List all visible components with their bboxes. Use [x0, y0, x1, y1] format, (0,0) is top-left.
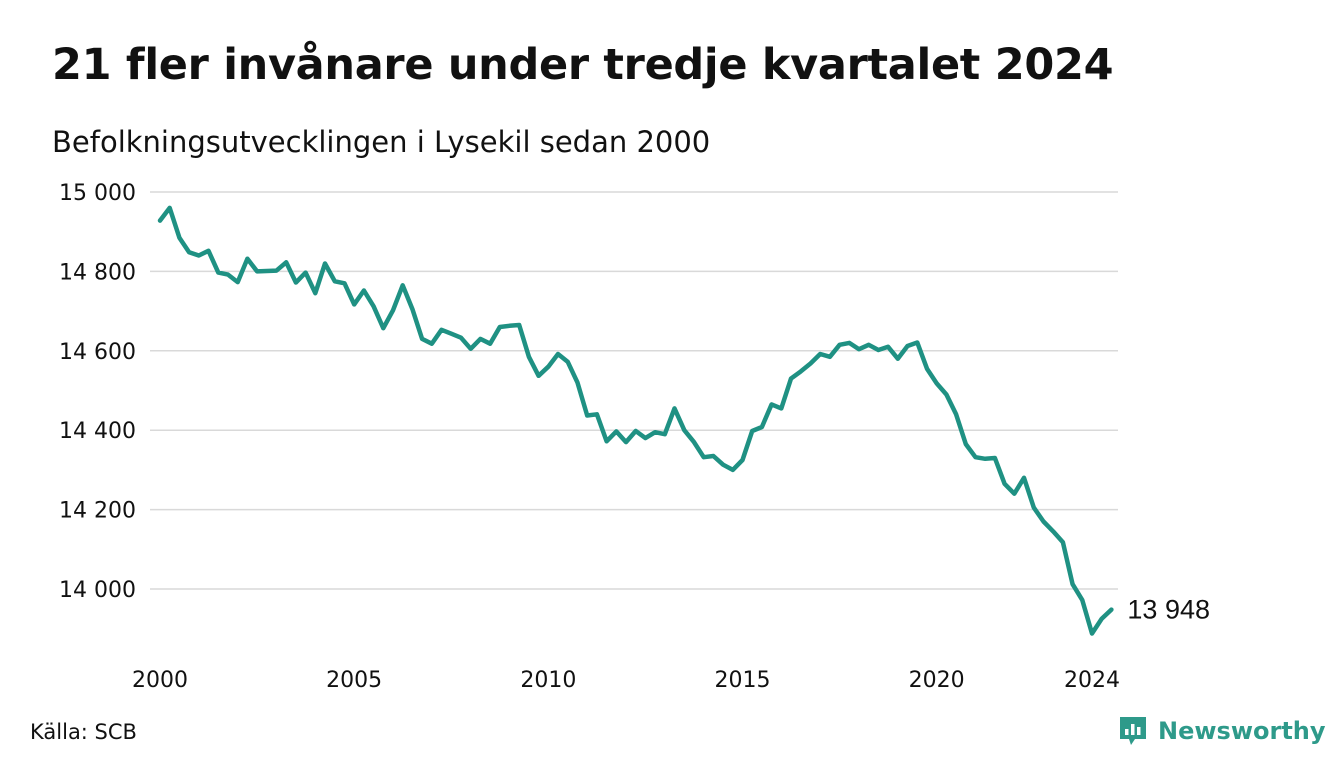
source-label: Källa: SCB: [30, 720, 137, 744]
chart-subtitle: Befolkningsutvecklingen i Lysekil sedan …: [52, 125, 711, 159]
y-tick-label: 14 600: [59, 340, 136, 365]
y-tick-label: 15 000: [59, 181, 136, 206]
gridlines: [150, 191, 1118, 590]
brand-logo: Newsworthy: [1118, 714, 1326, 748]
x-tick-label: 2024: [1064, 668, 1120, 693]
brand-name: Newsworthy: [1158, 717, 1326, 745]
newsworthy-logo-icon: [1120, 717, 1146, 745]
y-tick-label: 14 800: [59, 260, 136, 285]
x-axis-ticks: 2000 2005 2010 2015 2020 2024: [132, 668, 1120, 693]
series-line: [157, 205, 1114, 636]
chart-title: 21 fler invånare under tredje kvartalet …: [52, 40, 1114, 90]
x-tick-label: 2010: [520, 668, 576, 693]
x-tick-label: 2020: [909, 668, 965, 693]
x-tick-label: 2015: [715, 668, 771, 693]
y-axis-ticks: 15 000 14 800 14 600 14 400 14 200 14 000: [59, 181, 136, 603]
x-tick-label: 2005: [326, 668, 382, 693]
x-tick-label: 2000: [132, 668, 188, 693]
y-tick-label: 14 400: [59, 419, 136, 444]
y-tick-label: 14 200: [59, 499, 136, 524]
y-tick-label: 14 000: [59, 578, 136, 603]
end-value-label: 13 948: [1127, 595, 1210, 625]
